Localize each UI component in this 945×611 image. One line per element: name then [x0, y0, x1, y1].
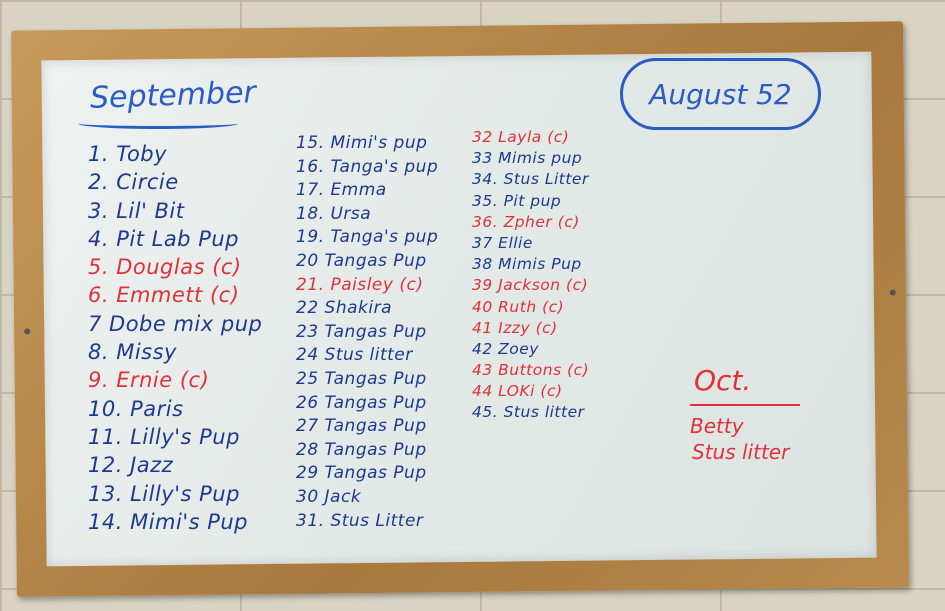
list-entry: 1. Toby — [88, 142, 168, 166]
list-entry: 9. Ernie (c) — [88, 368, 210, 393]
list-entry: 35. Pit pup — [472, 191, 562, 210]
october-underline — [690, 404, 800, 406]
list-entry: 21. Paisley (c) — [296, 274, 424, 295]
list-entry: 45. Stus litter — [472, 403, 585, 422]
list-entry: 26 Tangas Pup — [296, 392, 427, 413]
list-entry: 19. Tanga's pup — [296, 227, 439, 248]
list-entry: 42 Zoey — [472, 339, 539, 358]
list-entry: 7 Dobe mix pup — [88, 311, 263, 336]
column-3: 32 Layla (c) 33 Mimis pup 34. Stus Litter 3… — [472, 128, 589, 425]
screw — [24, 328, 31, 335]
list-entry: 12. Jazz — [88, 453, 174, 478]
october-item: Betty — [690, 414, 744, 438]
list-entry: 15. Mimi's pup — [296, 133, 428, 153]
list-entry: 17. Emma — [296, 180, 387, 201]
list-entry: 16. Tanga's pup — [296, 156, 439, 177]
list-entry: 40 Ruth (c) — [472, 297, 565, 316]
list-entry: 8. Missy — [88, 340, 177, 365]
august-cloud: August 52 — [620, 58, 821, 130]
list-entry: 34. Stus Litter — [472, 170, 589, 189]
board-title: September — [89, 75, 257, 116]
list-entry: 24 Stus litter — [296, 345, 413, 366]
list-entry: 13. Lilly's Pup — [88, 481, 240, 506]
list-entry: 32 Layla (c) — [472, 128, 570, 146]
list-entry: 10. Paris — [88, 396, 184, 421]
list-entry: 25 Tangas Pup — [296, 368, 427, 389]
list-entry: 36. Zpher (c) — [472, 212, 580, 231]
list-entry: 22 Shakira — [296, 298, 392, 319]
list-entry: 43 Buttons (c) — [472, 361, 590, 380]
list-entry: 5. Douglas (c) — [88, 255, 242, 280]
list-entry: 29 Tangas Pup — [296, 463, 427, 484]
list-entry: 11. Lilly's Pup — [88, 424, 240, 449]
list-entry: 39 Jackson (c) — [472, 276, 589, 295]
list-entry: 2. Circie — [88, 170, 179, 195]
list-entry: 20 Tangas Pup — [296, 250, 427, 271]
list-entry: 6. Emmett (c) — [88, 283, 240, 308]
october-heading: Oct. — [694, 364, 752, 397]
list-entry: 37 Ellie — [472, 233, 533, 252]
october-item: Stus litter — [692, 440, 790, 464]
screw — [889, 289, 896, 296]
list-entry: 28 Tangas Pup — [296, 439, 427, 460]
list-entry: 18. Ursa — [296, 203, 372, 224]
list-entry: 4. Pit Lab Pup — [88, 226, 239, 251]
list-entry: 33 Mimis pup — [472, 149, 583, 168]
cloud-label: August 52 — [649, 77, 792, 111]
list-entry: 23 Tangas Pup — [296, 321, 427, 342]
list-entry: 44 LOKi (c) — [472, 382, 563, 401]
column-2: 15. Mimi's pup 16. Tanga's pup 17. Emma 18.… — [296, 133, 438, 534]
title-underline — [78, 118, 238, 129]
list-entry: 14. Mimi's Pup — [88, 509, 249, 534]
list-entry: 27 Tangas Pup — [296, 416, 427, 437]
list-entry: 31. Stus Litter — [296, 510, 424, 531]
column-1: 1. Toby 2. Circie 3. Lil' Bit 4. Pit Lab Pu… — [88, 142, 262, 538]
list-entry: 41 Izzy (c) — [472, 318, 558, 337]
list-entry: 3. Lil' Bit — [88, 198, 185, 223]
list-entry: 38 Mimis Pup — [472, 255, 582, 274]
list-entry: 30 Jack — [296, 486, 362, 507]
